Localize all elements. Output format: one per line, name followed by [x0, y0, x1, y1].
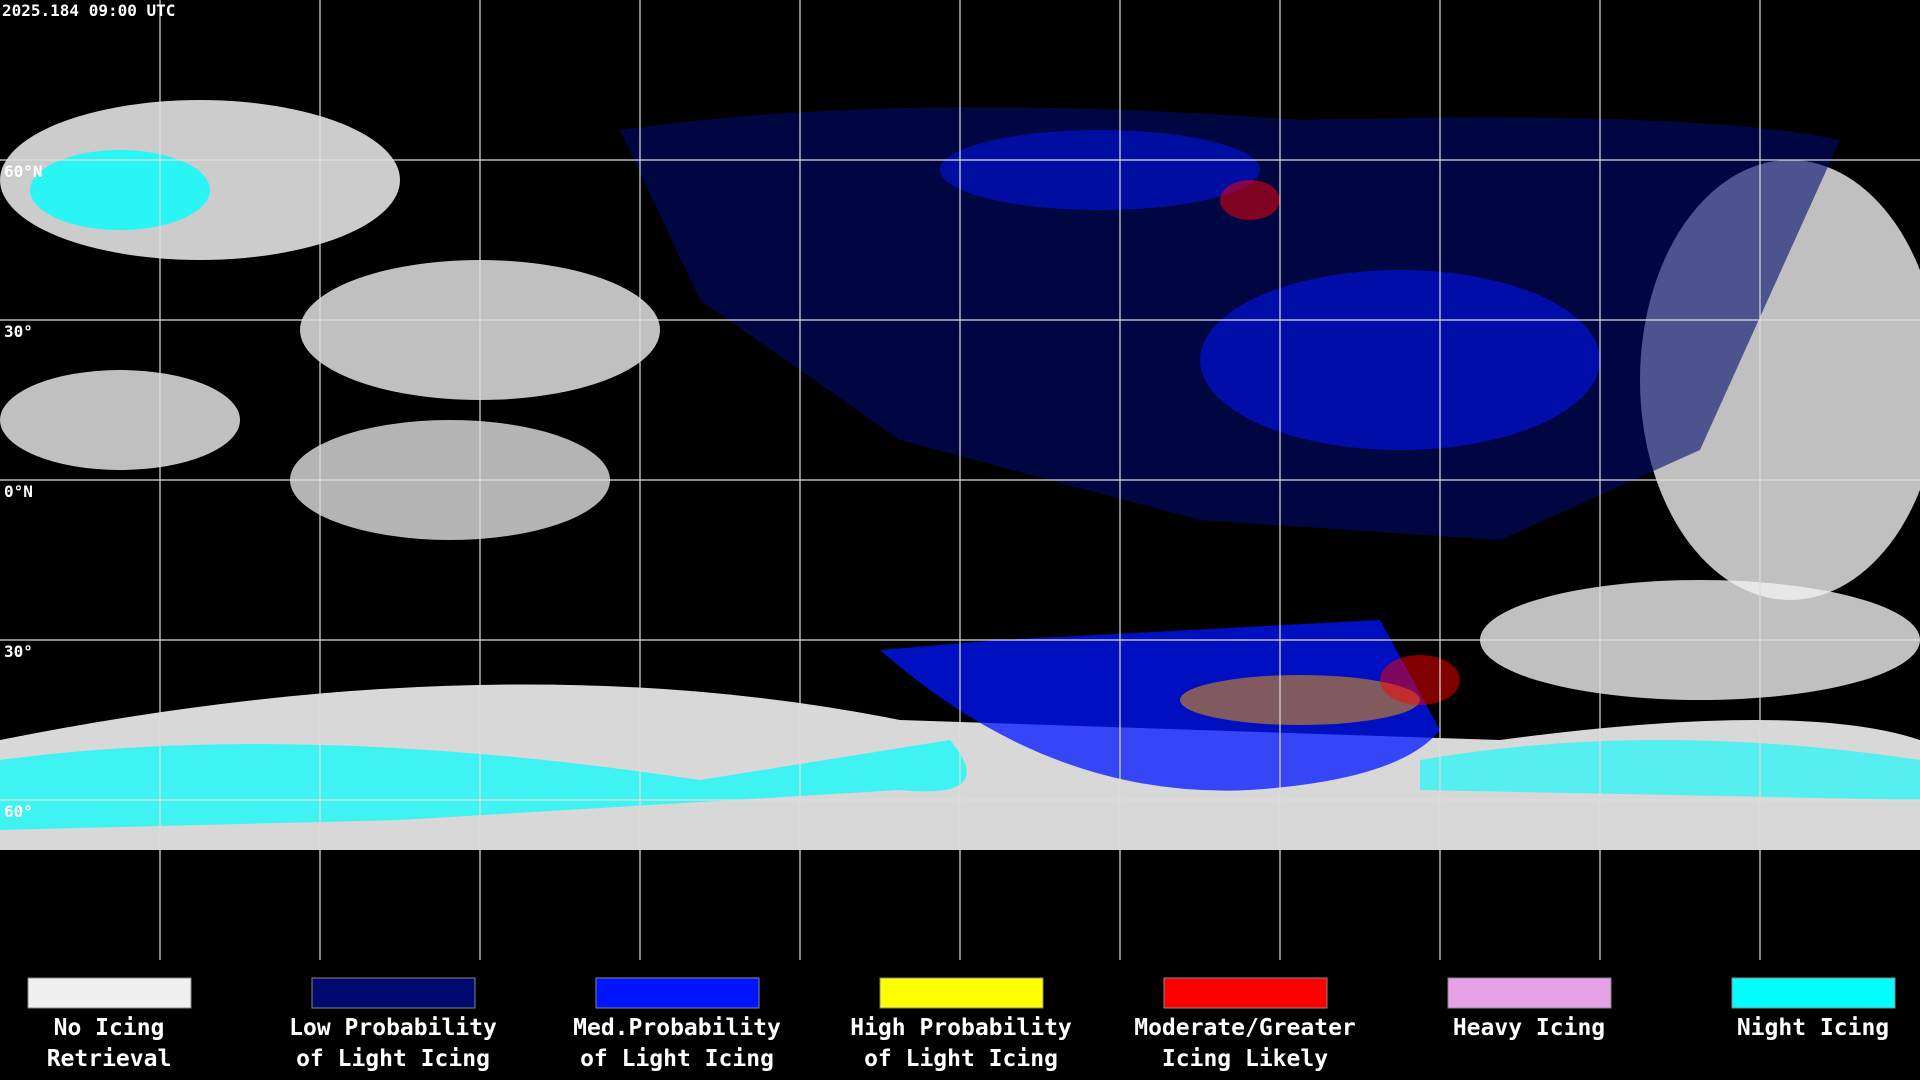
- latitude-label: 60°: [4, 802, 33, 821]
- legend-swatch: [879, 977, 1044, 1009]
- legend-swatch: [1447, 977, 1612, 1009]
- legend-label: Low Probability: [289, 1015, 497, 1041]
- latitude-label: 30°: [4, 322, 33, 341]
- legend-swatch: [1163, 977, 1328, 1009]
- legend-label: Night Icing: [1737, 1015, 1889, 1041]
- latitude-label: 30°: [4, 642, 33, 661]
- legend-swatch: [311, 977, 476, 1009]
- legend: No Icing Retrieval Low Probability of Light…: [27, 977, 1896, 1072]
- legend-label: Retrieval: [47, 1046, 172, 1072]
- legend-label: Med.Probability: [573, 1015, 781, 1041]
- legend-label: of Light Icing: [864, 1046, 1058, 1072]
- latitude-label: 0°N: [4, 482, 33, 501]
- legend-label: of Light Icing: [296, 1046, 490, 1072]
- legend-label: of Light Icing: [580, 1046, 774, 1072]
- legend-swatch: [27, 977, 192, 1009]
- legend-swatch: [1731, 977, 1896, 1009]
- legend-label: Moderate/Greater: [1134, 1015, 1356, 1041]
- legend-swatch: [595, 977, 760, 1009]
- cloud-imagery: [0, 100, 1920, 850]
- timestamp: 2025.184 09:00 UTC: [2, 1, 175, 20]
- legend-label: No Icing: [54, 1015, 165, 1041]
- legend-label: Icing Likely: [1162, 1046, 1328, 1072]
- latitude-label: 60°N: [4, 162, 43, 181]
- legend-label: High Probability: [850, 1015, 1072, 1041]
- graticule: [0, 0, 1920, 960]
- legend-label: Heavy Icing: [1453, 1015, 1605, 1041]
- latitude-labels: 60°N 30° 0°N 30° 60°: [4, 162, 43, 821]
